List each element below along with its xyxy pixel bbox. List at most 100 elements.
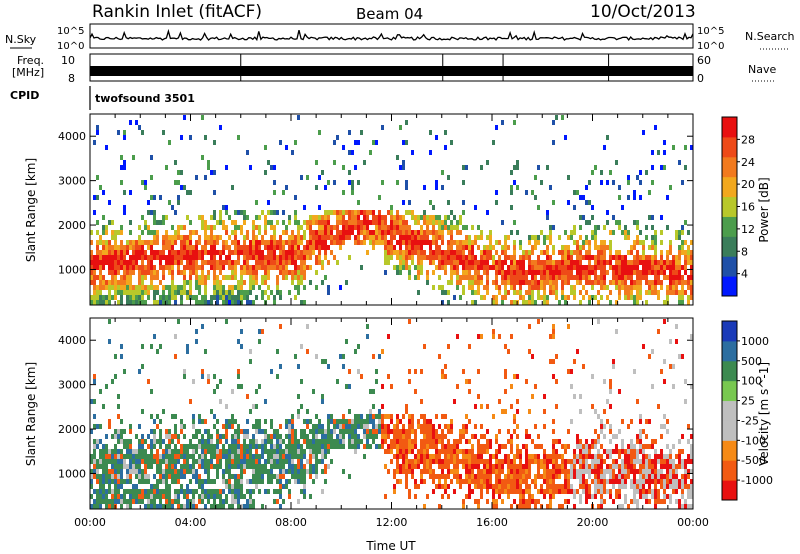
heatmap-cell [93,504,96,509]
heatmap-cell [150,155,153,160]
heatmap-cell [513,240,516,245]
heatmap-cell [330,459,333,464]
heatmap-cell [186,295,189,300]
heatmap-cell [318,449,321,454]
heatmap-cell [297,459,300,464]
heatmap-cell [588,300,591,305]
heatmap-cell [225,290,228,295]
heatmap-cell [405,185,408,190]
heatmap-cell [279,250,282,255]
heatmap-cell [357,444,360,449]
heatmap-cell [246,270,249,275]
heatmap-cell [273,499,276,504]
heatmap-cell [273,210,276,215]
heatmap-cell [135,255,138,260]
heatmap-cell [462,245,465,250]
heatmap-cell [651,444,654,449]
heatmap-cell [498,494,501,499]
heatmap-cell [213,454,216,459]
heatmap-cell [531,250,534,255]
heatmap-cell [279,494,282,499]
heatmap-cell [207,464,210,469]
heatmap-cell [240,300,243,305]
heatmap-cell [495,260,498,265]
heatmap-cell [567,459,570,464]
heatmap-cell [465,459,468,464]
heatmap-cell [645,280,648,285]
heatmap-cell [471,250,474,255]
heatmap-cell [183,235,186,240]
heatmap-cell [636,235,639,240]
heatmap-cell [159,255,162,260]
heatmap-cell [639,484,642,489]
heatmap-cell [456,220,459,225]
heatmap-cell [237,250,240,255]
heatmap-cell [486,464,489,469]
heatmap-cell [669,245,672,250]
heatmap-cell [582,469,585,474]
heatmap-cell [327,260,330,265]
heatmap-cell [576,280,579,285]
heatmap-cell [669,449,672,454]
heatmap-cell [138,469,141,474]
heatmap-cell [156,464,159,469]
heatmap-cell [153,210,156,215]
heatmap-cell [318,424,321,429]
heatmap-cell [312,250,315,255]
heatmap-cell [447,464,450,469]
heatmap-cell [504,270,507,275]
heatmap-cell [573,494,576,499]
heatmap-cell [141,260,144,265]
heatmap-cell [486,489,489,494]
heatmap-cell [573,250,576,255]
heatmap-cell [510,260,513,265]
heatmap-cell [210,454,213,459]
heatmap-cell [594,235,597,240]
heatmap-cell [384,270,387,275]
heatmap-cell [528,255,531,260]
heatmap-cell [147,454,150,459]
heatmap-cell [168,494,171,499]
colorbar-swatch [722,156,737,178]
heatmap-cell [435,240,438,245]
heatmap-cell [189,240,192,245]
heatmap-cell [684,240,687,245]
heatmap-cell [237,474,240,479]
heatmap-cell [459,439,462,444]
heatmap-cell [249,464,252,469]
heatmap-cell [309,240,312,245]
heatmap-cell [204,295,207,300]
heatmap-cell [321,280,324,285]
heatmap-cell [159,265,162,270]
heatmap-cell [294,285,297,290]
heatmap-cell [237,255,240,260]
heatmap-cell [432,230,435,235]
heatmap-cell [582,454,585,459]
heatmap-cell [363,235,366,240]
heatmap-cell [159,479,162,484]
heatmap-cell [234,419,237,424]
heatmap-cell [189,255,192,260]
heatmap-cell [204,240,207,245]
heatmap-cell [660,165,663,170]
heatmap-cell [603,270,606,275]
heatmap-cell [411,260,414,265]
heatmap-cell [687,280,690,285]
heatmap-cell [609,479,612,484]
heatmap-cell [615,494,618,499]
heatmap-cell [477,459,480,464]
heatmap-cell [171,205,174,210]
heatmap-cell [303,474,306,479]
heatmap-cell [603,275,606,280]
heatmap-cell [504,389,507,394]
colorbar-tick-label: 16 [741,201,755,214]
heatmap-cell [690,459,693,464]
heatmap-cell [255,200,258,205]
heatmap-cell [330,439,333,444]
heatmap-cell [300,444,303,449]
heatmap-cell [555,459,558,464]
heatmap-cell [462,504,465,509]
heatmap-cell [429,439,432,444]
heatmap-cell [378,230,381,235]
heatmap-cell [198,290,201,295]
